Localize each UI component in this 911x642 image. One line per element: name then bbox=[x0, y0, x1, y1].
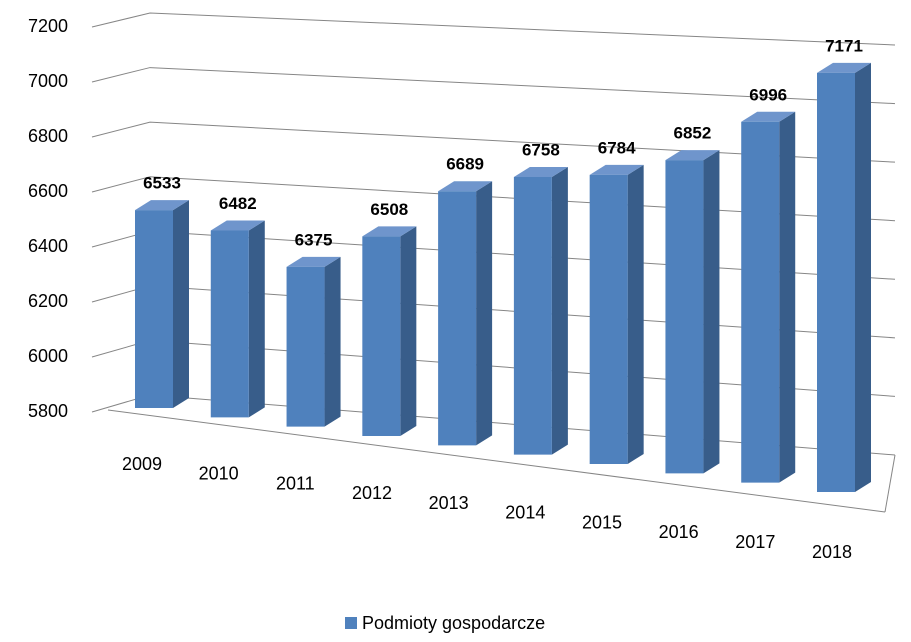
bar-front bbox=[286, 266, 325, 427]
bar-front bbox=[817, 72, 855, 492]
bar-front bbox=[665, 160, 704, 474]
x-tick-label: 2013 bbox=[429, 493, 469, 513]
legend-swatch bbox=[345, 617, 357, 629]
x-tick-label: 2009 bbox=[122, 454, 162, 474]
bar-front bbox=[438, 191, 477, 446]
bar-side bbox=[779, 111, 796, 483]
bar-front bbox=[513, 176, 552, 455]
x-tick-label: 2018 bbox=[812, 542, 852, 562]
grid-line bbox=[91, 121, 896, 163]
bar-top bbox=[817, 62, 871, 73]
bar-top bbox=[210, 220, 265, 231]
y-tick-label: 6600 bbox=[28, 181, 68, 201]
grid-line bbox=[91, 12, 896, 46]
bar-side bbox=[703, 150, 720, 474]
bar bbox=[589, 164, 644, 465]
y-tick-label: 7200 bbox=[28, 16, 68, 36]
bar-side bbox=[324, 256, 341, 427]
value-label: 6996 bbox=[749, 85, 787, 104]
bar-top bbox=[513, 166, 568, 177]
bar-front bbox=[362, 236, 401, 436]
y-tick-label: 6400 bbox=[28, 236, 68, 256]
value-label: 6508 bbox=[370, 200, 408, 219]
value-label: 6689 bbox=[446, 155, 484, 174]
bar bbox=[362, 226, 417, 436]
legend-label: Podmioty gospodarcze bbox=[362, 613, 545, 633]
bar bbox=[135, 200, 189, 408]
grid-line bbox=[91, 176, 896, 222]
y-tick-label: 7000 bbox=[28, 71, 68, 91]
value-label: 6852 bbox=[674, 124, 712, 143]
bar bbox=[741, 111, 796, 483]
value-label: 6784 bbox=[598, 138, 636, 157]
bar-top bbox=[665, 150, 720, 161]
floor-edge bbox=[107, 409, 886, 513]
y-tick-label: 6000 bbox=[28, 346, 68, 366]
bar-front bbox=[589, 174, 628, 465]
x-tick-label: 2016 bbox=[659, 522, 699, 542]
y-tick-label: 5800 bbox=[28, 401, 68, 421]
bar bbox=[817, 62, 871, 492]
y-tick-label: 6200 bbox=[28, 291, 68, 311]
value-label: 6482 bbox=[219, 194, 257, 213]
y-tick-label: 6800 bbox=[28, 126, 68, 146]
bar-side bbox=[627, 164, 644, 465]
x-tick-label: 2017 bbox=[735, 532, 775, 552]
bar-side bbox=[173, 200, 189, 408]
bar bbox=[438, 181, 493, 446]
value-label: 7171 bbox=[825, 36, 863, 55]
x-tick-label: 2010 bbox=[199, 464, 239, 484]
bar bbox=[286, 256, 341, 427]
x-tick-label: 2012 bbox=[352, 483, 392, 503]
x-tick-label: 2014 bbox=[505, 503, 545, 523]
bar-top bbox=[741, 111, 796, 122]
bar bbox=[513, 166, 568, 455]
bar-top bbox=[438, 181, 493, 192]
value-label: 6533 bbox=[143, 174, 181, 193]
bar bbox=[210, 220, 265, 418]
bar-front bbox=[741, 121, 780, 483]
value-label: 6375 bbox=[295, 230, 333, 249]
bar-side bbox=[400, 226, 417, 436]
x-tick-label: 2011 bbox=[276, 473, 315, 493]
bar-side bbox=[551, 166, 568, 455]
bar-top bbox=[362, 226, 417, 237]
bar-top bbox=[286, 256, 341, 267]
bar-top bbox=[589, 164, 644, 175]
bar bbox=[665, 150, 720, 474]
value-label: 6758 bbox=[522, 140, 560, 159]
bar-side bbox=[855, 62, 871, 492]
x-tick-label: 2015 bbox=[582, 512, 622, 532]
grid-line bbox=[91, 67, 896, 105]
bar-front bbox=[210, 230, 249, 418]
bar-top bbox=[135, 200, 189, 211]
bar-front bbox=[135, 210, 173, 408]
bar-side bbox=[248, 220, 265, 418]
floor-edge bbox=[884, 454, 896, 513]
bar-side bbox=[476, 181, 493, 446]
